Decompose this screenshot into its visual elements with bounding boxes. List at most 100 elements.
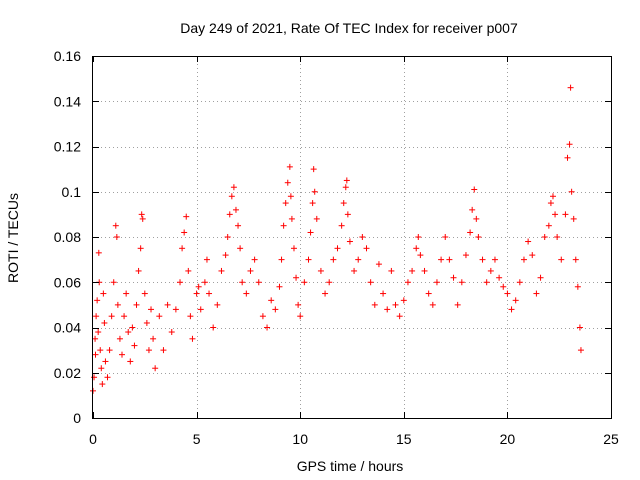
data-point: [164, 301, 171, 308]
data-point: [438, 256, 445, 263]
data-point: [243, 290, 250, 297]
data-point: [334, 245, 341, 252]
data-point: [172, 306, 179, 313]
data-point: [112, 222, 119, 229]
data-point: [293, 274, 300, 281]
data-point: [479, 256, 486, 263]
data-point: [442, 234, 449, 240]
data-point: [572, 256, 579, 263]
data-point: [230, 184, 237, 191]
data-point: [218, 267, 225, 274]
x-tick-label: 5: [193, 431, 201, 447]
data-point: [529, 252, 536, 259]
data-point: [541, 234, 548, 240]
y-tick-label: 0.1: [62, 184, 82, 200]
y-tick-label: 0: [73, 410, 81, 426]
data-point: [297, 313, 304, 320]
data-point: [150, 335, 157, 342]
data-point: [193, 290, 200, 297]
data-point: [210, 324, 217, 331]
data-point: [309, 200, 316, 207]
x-tick-label: 20: [500, 431, 516, 447]
data-point: [276, 283, 283, 290]
data-point: [247, 267, 254, 274]
data-point: [286, 163, 293, 170]
data-point: [280, 222, 287, 229]
data-point: [287, 193, 294, 200]
axis-ticks: 0 5 10 15 20 25 0 0.02 0.04 0.06 0.08 0.1 0.12 0.14 0.…: [54, 48, 619, 447]
data-point: [116, 335, 123, 342]
data-point: [525, 238, 532, 245]
data-point: [125, 329, 132, 336]
x-tick-label: 15: [396, 431, 412, 447]
data-point: [567, 84, 574, 91]
data-point: [203, 256, 210, 263]
data-point: [264, 324, 271, 331]
x-axis-label: GPS time / hours: [297, 458, 404, 474]
data-point: [119, 351, 126, 358]
data-point: [462, 252, 469, 259]
data-point: [355, 256, 362, 263]
data-point: [152, 365, 159, 372]
data-point: [235, 222, 242, 229]
data-point: [133, 301, 140, 308]
y-tick-label: 0.14: [54, 93, 81, 109]
data-point: [375, 261, 382, 268]
data-point: [317, 267, 324, 274]
data-point: [110, 279, 117, 286]
data-point: [471, 186, 478, 193]
data-point: [156, 313, 163, 320]
data-point: [305, 256, 312, 263]
data-point: [237, 245, 244, 252]
data-point: [301, 279, 308, 286]
data-points: [90, 84, 584, 394]
data-point: [106, 347, 113, 354]
data-point: [433, 279, 440, 286]
data-point: [545, 222, 552, 229]
data-point: [91, 374, 98, 381]
data-point: [282, 200, 289, 207]
data-point: [94, 297, 101, 304]
data-point: [268, 297, 275, 304]
data-point: [135, 267, 142, 274]
data-point: [95, 249, 102, 256]
data-point: [114, 301, 121, 308]
data-point: [160, 347, 167, 354]
data-point: [307, 229, 314, 236]
data-point: [214, 301, 221, 308]
data-point: [496, 274, 503, 281]
y-tick-label: 0.06: [54, 274, 81, 290]
data-point: [533, 290, 540, 297]
data-point: [566, 141, 573, 148]
data-point: [388, 267, 395, 274]
data-point: [570, 215, 577, 222]
data-point: [290, 245, 297, 252]
x-tick-label: 10: [292, 431, 308, 447]
data-point: [340, 200, 347, 207]
data-point: [93, 313, 100, 320]
data-point: [404, 279, 411, 286]
data-point: [102, 358, 109, 365]
data-point: [537, 274, 544, 281]
data-point: [487, 267, 494, 274]
data-point: [469, 206, 476, 213]
data-point: [228, 193, 235, 200]
data-point: [99, 381, 106, 388]
data-point: [259, 313, 266, 320]
data-point: [520, 256, 527, 263]
data-point: [288, 215, 295, 222]
data-point: [421, 267, 428, 274]
data-point: [322, 290, 329, 297]
data-point: [104, 374, 111, 381]
data-point: [392, 301, 399, 308]
data-point: [417, 252, 424, 259]
data-point: [313, 215, 320, 222]
data-point: [224, 234, 231, 240]
data-point: [295, 301, 302, 308]
data-point: [425, 290, 432, 297]
data-point: [148, 306, 155, 313]
data-point: [197, 306, 204, 313]
grid-lines: [93, 56, 611, 418]
data-point: [201, 279, 208, 286]
